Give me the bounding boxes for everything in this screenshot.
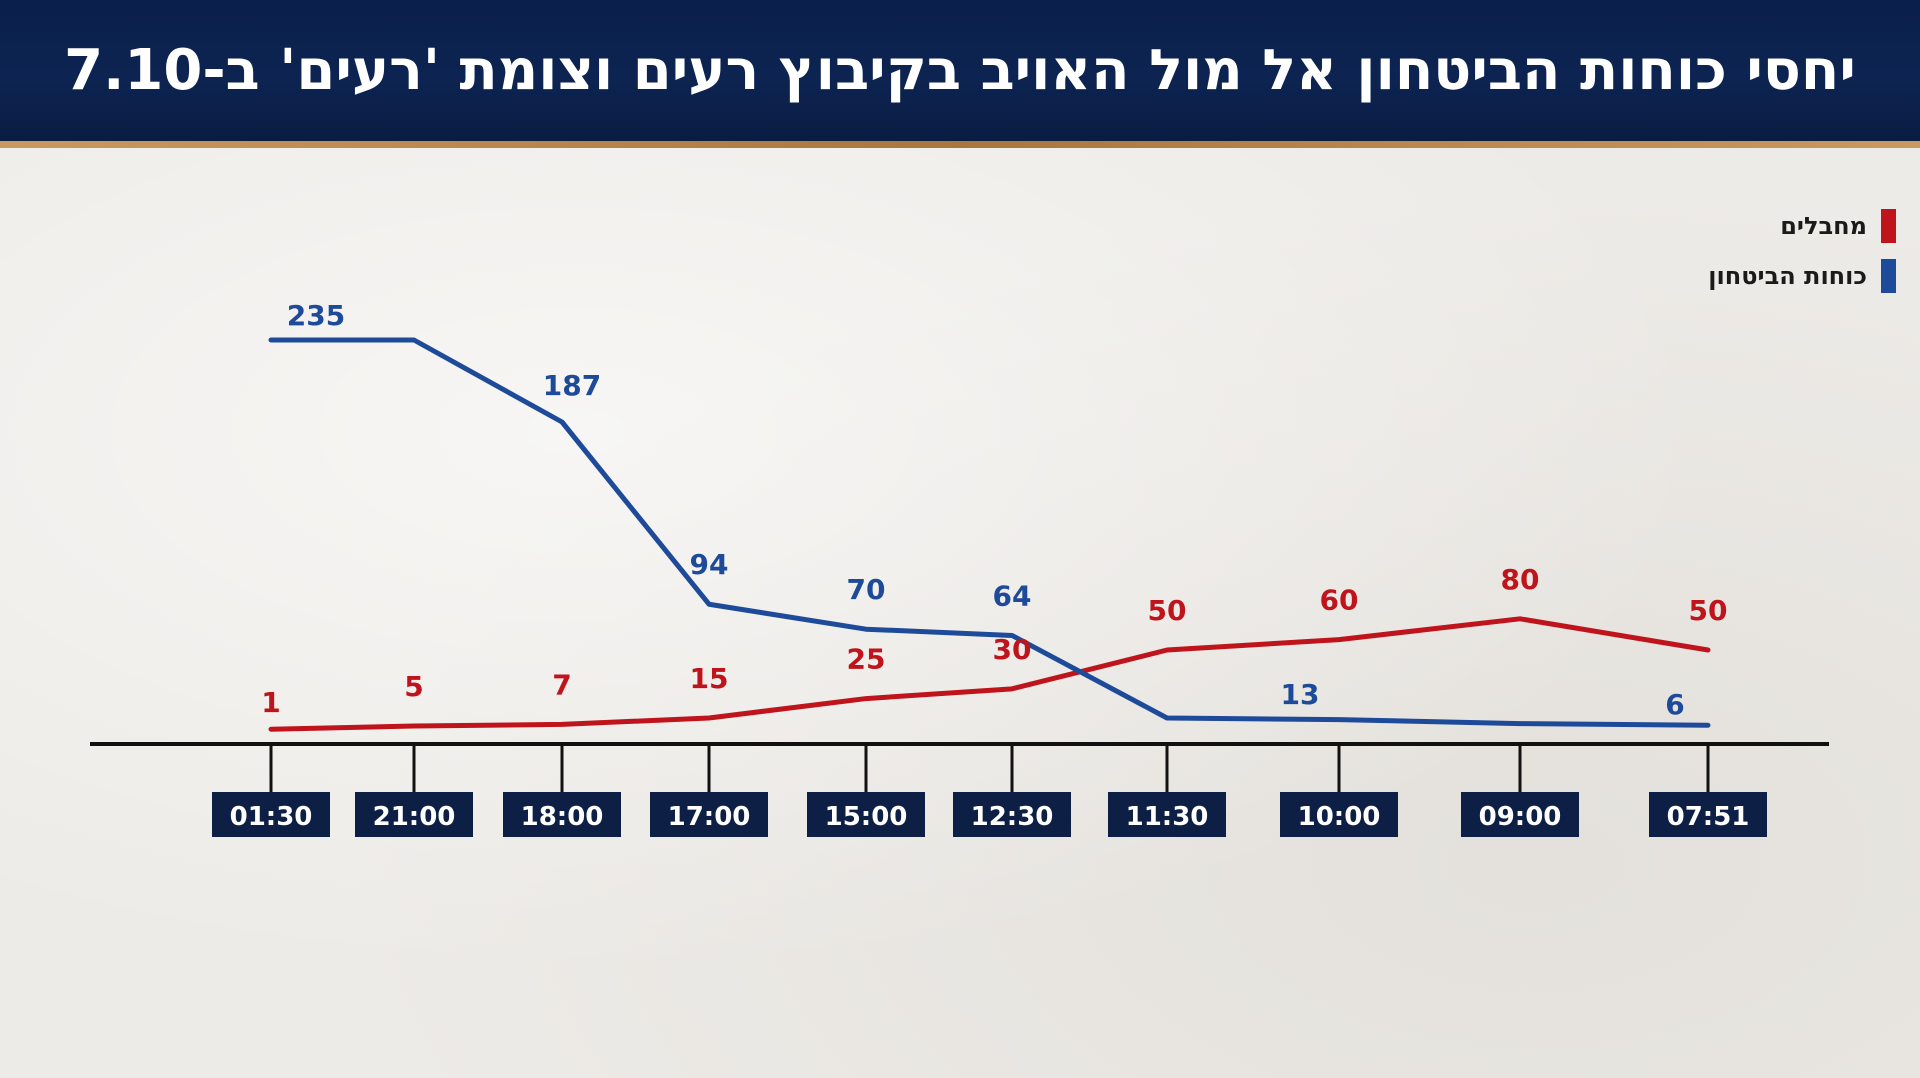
legend-item-security-forces: כוחות הביטחון [1636,258,1896,294]
data-label: 94 [690,548,729,581]
time-box [650,792,768,837]
legend-item-terrorists: מחבלים [1636,208,1896,244]
legend-swatch-terrorists [1881,209,1896,243]
time-box [355,792,473,837]
data-label: 235 [287,299,345,332]
data-label: 13 [1281,678,1320,711]
time-box [1649,792,1767,837]
time-box [807,792,925,837]
x-tick-label: 18:00 [521,802,604,832]
data-label: 7 [552,668,571,701]
x-tick-label: 11:30 [1126,802,1209,832]
series-line-0 [268,616,1711,732]
data-label: 25 [847,643,886,676]
legend-label-security-forces: כוחות הביטחון [1708,262,1867,290]
data-label: 64 [993,579,1032,612]
data-label: 50 [1689,594,1728,627]
legend-label-terrorists: מחבלים [1780,212,1867,240]
series-line-1 [268,337,1711,728]
x-tick-label: 07:51 [1667,802,1750,832]
data-label: 80 [1501,563,1540,596]
page-title: יחסי כוחות הביטחון אל מול האויב בקיבוץ ר… [64,38,1856,103]
data-label: 60 [1320,584,1359,617]
time-box [1280,792,1398,837]
data-label: 70 [847,573,886,606]
time-box [212,792,330,837]
title-bar [0,0,1920,141]
time-box [1108,792,1226,837]
data-label: 6 [1665,688,1684,721]
data-label: 50 [1148,594,1187,627]
time-box [1461,792,1579,837]
data-label: 15 [690,662,729,695]
data-label: 30 [993,633,1032,666]
x-tick-label: 01:30 [230,802,313,832]
chart-legend: מחבלים כוחות הביטחון [1636,208,1896,308]
data-label: 1 [261,686,280,719]
x-tick-label: 09:00 [1479,802,1562,832]
x-tick-label: 12:30 [971,802,1054,832]
x-tick-label: 15:00 [825,802,908,832]
time-box [953,792,1071,837]
x-tick-label: 17:00 [668,802,751,832]
data-label: 187 [543,369,601,402]
legend-swatch-security-forces [1881,259,1896,293]
data-label: 5 [404,670,423,703]
time-box [503,792,621,837]
x-tick-label: 21:00 [373,802,456,832]
title-stripe [0,141,1920,148]
x-tick-label: 10:00 [1298,802,1381,832]
